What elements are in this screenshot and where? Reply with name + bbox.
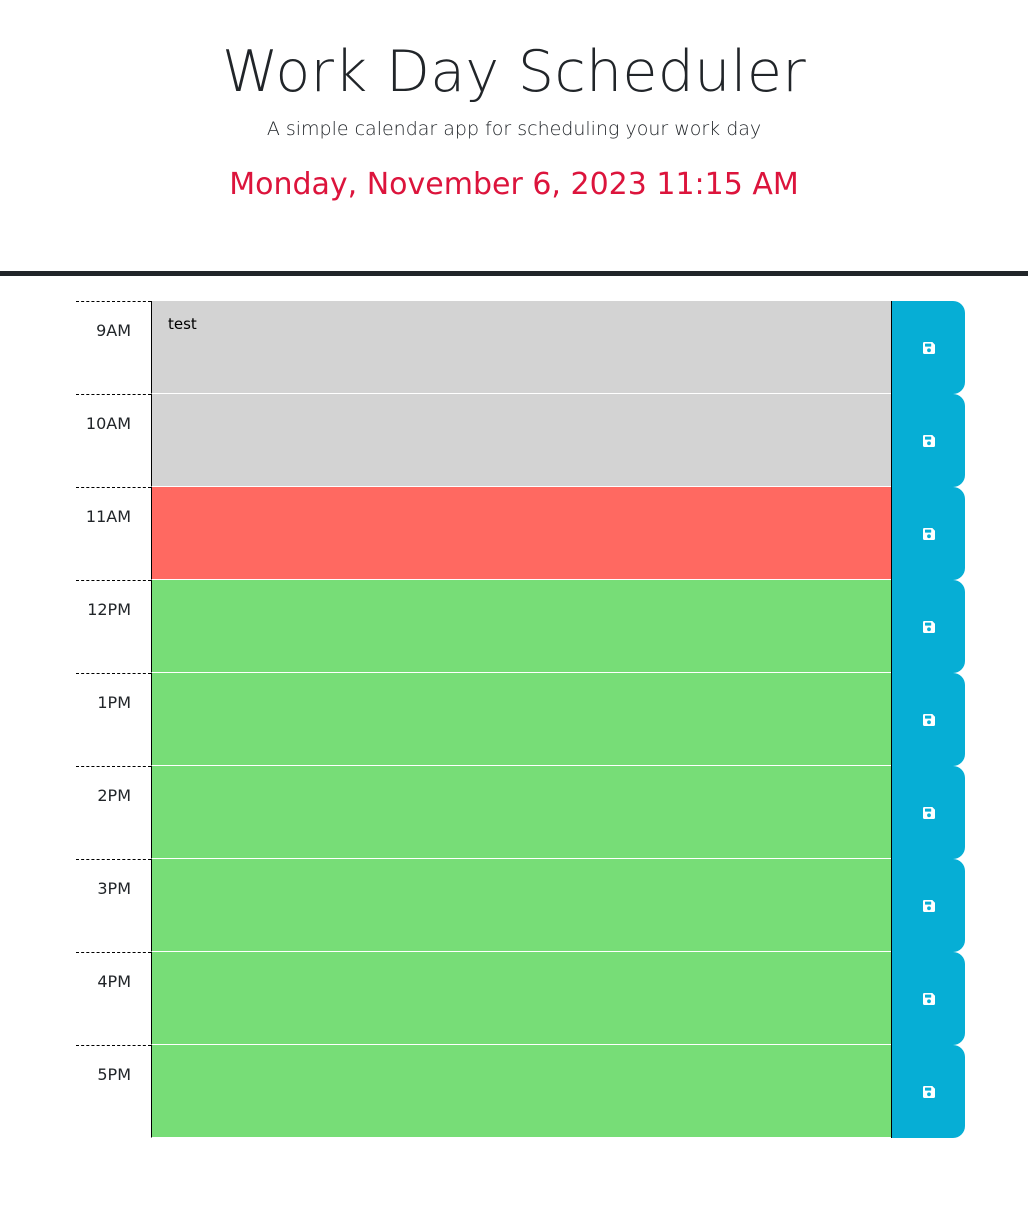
save-button[interactable] <box>891 394 965 487</box>
description-input[interactable]: test <box>151 301 891 394</box>
description-input[interactable] <box>151 766 891 859</box>
hour-label: 5PM <box>76 1045 151 1138</box>
hour-label: 3PM <box>76 859 151 952</box>
floppy-disk-icon <box>922 806 935 819</box>
time-block-12pm: 12PM <box>76 580 965 673</box>
time-block-10am: 10AM <box>76 394 965 487</box>
time-block-1pm: 1PM <box>76 673 965 766</box>
description-input[interactable] <box>151 952 891 1045</box>
floppy-disk-icon <box>922 527 935 540</box>
time-block-9am: 9AM test <box>76 301 965 394</box>
hour-label: 9AM <box>76 301 151 394</box>
hour-label: 1PM <box>76 673 151 766</box>
time-block-2pm: 2PM <box>76 766 965 859</box>
description-input[interactable] <box>151 487 891 580</box>
hour-label: 11AM <box>76 487 151 580</box>
current-day: Monday, November 6, 2023 11:15 AM <box>229 167 799 202</box>
save-button[interactable] <box>891 301 965 394</box>
header: Work Day Scheduler A simple calendar app… <box>0 0 1028 276</box>
time-block-3pm: 3PM <box>76 859 965 952</box>
time-block-list: 9AM test 10AM 11AM 12PM 1PM 2PM <box>76 301 965 1138</box>
hour-label: 12PM <box>76 580 151 673</box>
save-button[interactable] <box>891 1045 965 1138</box>
save-button[interactable] <box>891 673 965 766</box>
floppy-disk-icon <box>922 620 935 633</box>
floppy-disk-icon <box>922 434 935 447</box>
save-button[interactable] <box>891 487 965 580</box>
save-button[interactable] <box>891 859 965 952</box>
floppy-disk-icon <box>922 899 935 912</box>
floppy-disk-icon <box>922 992 935 1005</box>
floppy-disk-icon <box>922 1085 935 1098</box>
floppy-disk-icon <box>922 341 935 354</box>
page-title: Work Day Scheduler <box>222 39 806 105</box>
floppy-disk-icon <box>922 713 935 726</box>
hour-label: 10AM <box>76 394 151 487</box>
page-subtitle: A simple calendar app for scheduling you… <box>266 118 762 140</box>
description-input[interactable] <box>151 859 891 952</box>
hour-label: 4PM <box>76 952 151 1045</box>
save-button[interactable] <box>891 580 965 673</box>
save-button[interactable] <box>891 766 965 859</box>
description-input[interactable] <box>151 394 891 487</box>
description-input[interactable] <box>151 673 891 766</box>
hour-label: 2PM <box>76 766 151 859</box>
description-input[interactable] <box>151 1045 891 1138</box>
save-button[interactable] <box>891 952 965 1045</box>
time-block-11am: 11AM <box>76 487 965 580</box>
time-block-4pm: 4PM <box>76 952 965 1045</box>
time-block-5pm: 5PM <box>76 1045 965 1138</box>
description-input[interactable] <box>151 580 891 673</box>
